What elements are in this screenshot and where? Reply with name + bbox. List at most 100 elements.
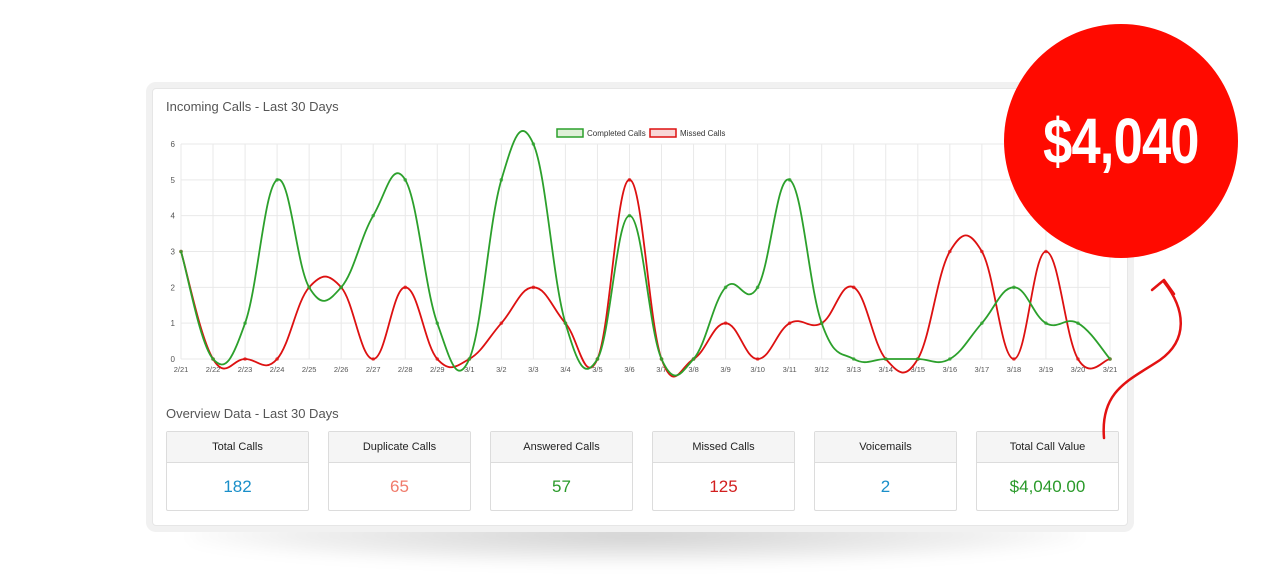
data-point (1044, 321, 1048, 325)
stat-duplicate-calls: Duplicate Calls 65 (328, 431, 471, 511)
x-tick-label: 2/26 (334, 365, 349, 374)
chart-section-title: Incoming Calls - Last 30 Days (166, 99, 339, 114)
x-tick-label: 2/23 (238, 365, 253, 374)
x-tick-label: 3/3 (528, 365, 538, 374)
data-point (243, 357, 247, 361)
y-tick-label: 3 (171, 248, 176, 257)
data-point (787, 321, 792, 325)
x-tick-label: 2/28 (398, 365, 413, 374)
stat-value: 125 (709, 477, 738, 496)
x-tick-label: 3/13 (846, 365, 861, 374)
incoming-calls-chart: 0 1 2 3 4 5 6 2/21 2/22 2/23 2/24 2/25 2/26 2/27 2/28 2… (171, 128, 1118, 378)
x-tick-label: 3/12 (814, 365, 829, 374)
call-value-badge: $4,040 (1004, 24, 1238, 258)
data-point (499, 178, 504, 182)
x-tick-label: 2/22 (206, 365, 221, 374)
legend-swatch (649, 128, 677, 138)
data-point (787, 178, 792, 182)
x-tick-label: 3/6 (624, 365, 634, 374)
data-point (948, 249, 952, 254)
curved-arrow-icon (1102, 278, 1182, 440)
data-point (1012, 357, 1016, 361)
data-point (371, 213, 376, 218)
x-tick-label: 3/15 (910, 365, 925, 374)
x-tick-label: 2/25 (302, 365, 317, 374)
x-tick-label: 3/18 (1007, 365, 1022, 374)
data-point (531, 142, 536, 146)
stat-value: 57 (552, 477, 571, 496)
data-point (499, 321, 504, 325)
data-point (435, 357, 440, 361)
data-point (980, 249, 984, 254)
legend-label: Completed Calls (587, 129, 646, 138)
y-tick-label: 4 (171, 212, 176, 221)
data-point (403, 285, 408, 290)
stat-value: $4,040.00 (1009, 477, 1086, 496)
data-point (243, 321, 247, 325)
x-tick-label: 3/9 (720, 365, 730, 374)
y-tick-label: 0 (171, 355, 176, 364)
data-point (851, 357, 856, 361)
dashboard-card: Incoming Calls - Last 30 Days 0 1 2 3 4 5 6 2/2… (152, 88, 1128, 526)
data-point (307, 285, 311, 290)
x-tick-label: 3/17 (975, 365, 990, 374)
data-point (755, 357, 760, 361)
x-tick-label: 3/10 (750, 365, 765, 374)
stat-voicemails: Voicemails 2 (814, 431, 957, 511)
x-tick-label: 2/21 (174, 365, 189, 374)
x-tick-label: 3/5 (592, 365, 602, 374)
data-point (883, 357, 888, 361)
data-point (1044, 249, 1048, 254)
data-point (531, 285, 536, 290)
x-tick-label: 3/14 (878, 365, 893, 374)
data-point (435, 321, 440, 325)
stat-total-call-value: Total Call Value $4,040.00 (976, 431, 1119, 511)
data-point (563, 321, 568, 325)
data-point (339, 285, 343, 290)
data-point (851, 285, 856, 290)
y-tick-label: 5 (171, 176, 176, 185)
data-point (627, 213, 632, 218)
data-point (723, 321, 728, 325)
data-point (1108, 357, 1112, 361)
data-point (467, 357, 472, 361)
stat-label: Missed Calls (653, 432, 794, 463)
y-tick-label: 1 (171, 319, 176, 328)
stat-value: 65 (390, 477, 409, 496)
x-tick-label: 3/1 (464, 365, 474, 374)
y-tick-label: 2 (171, 283, 176, 292)
legend-swatch (556, 128, 584, 138)
stat-total-calls: Total Calls 182 (166, 431, 309, 511)
data-point (595, 357, 600, 361)
data-point (275, 178, 279, 182)
x-tick-label: 3/19 (1039, 365, 1054, 374)
stat-label: Voicemails (815, 432, 956, 463)
x-tick-label: 2/29 (430, 365, 445, 374)
data-point (627, 178, 632, 182)
stat-value: 182 (223, 477, 252, 496)
data-point (211, 357, 215, 361)
data-point (179, 249, 183, 254)
x-tick-label: 3/21 (1103, 365, 1118, 374)
data-point (819, 321, 824, 325)
x-tick-label: 3/4 (560, 365, 570, 374)
overview-section-title: Overview Data - Last 30 Days (166, 406, 339, 421)
x-tick-label: 2/24 (270, 365, 285, 374)
data-point (723, 285, 728, 290)
data-point (659, 357, 664, 361)
data-point (403, 178, 408, 182)
x-tick-label: 3/16 (943, 365, 958, 374)
stat-answered-calls: Answered Calls 57 (490, 431, 633, 511)
y-tick-label: 6 (171, 140, 176, 149)
stat-label: Total Calls (167, 432, 308, 463)
x-tick-label: 3/2 (496, 365, 506, 374)
badge-value: $4,040 (1043, 105, 1199, 177)
legend-label: Missed Calls (680, 129, 725, 138)
data-point (371, 357, 376, 361)
x-tick-label: 3/7 (656, 365, 666, 374)
data-point (948, 357, 952, 361)
stat-label: Answered Calls (491, 432, 632, 463)
stat-label: Total Call Value (977, 432, 1118, 463)
stat-label: Duplicate Calls (329, 432, 470, 463)
data-point (1076, 321, 1080, 325)
